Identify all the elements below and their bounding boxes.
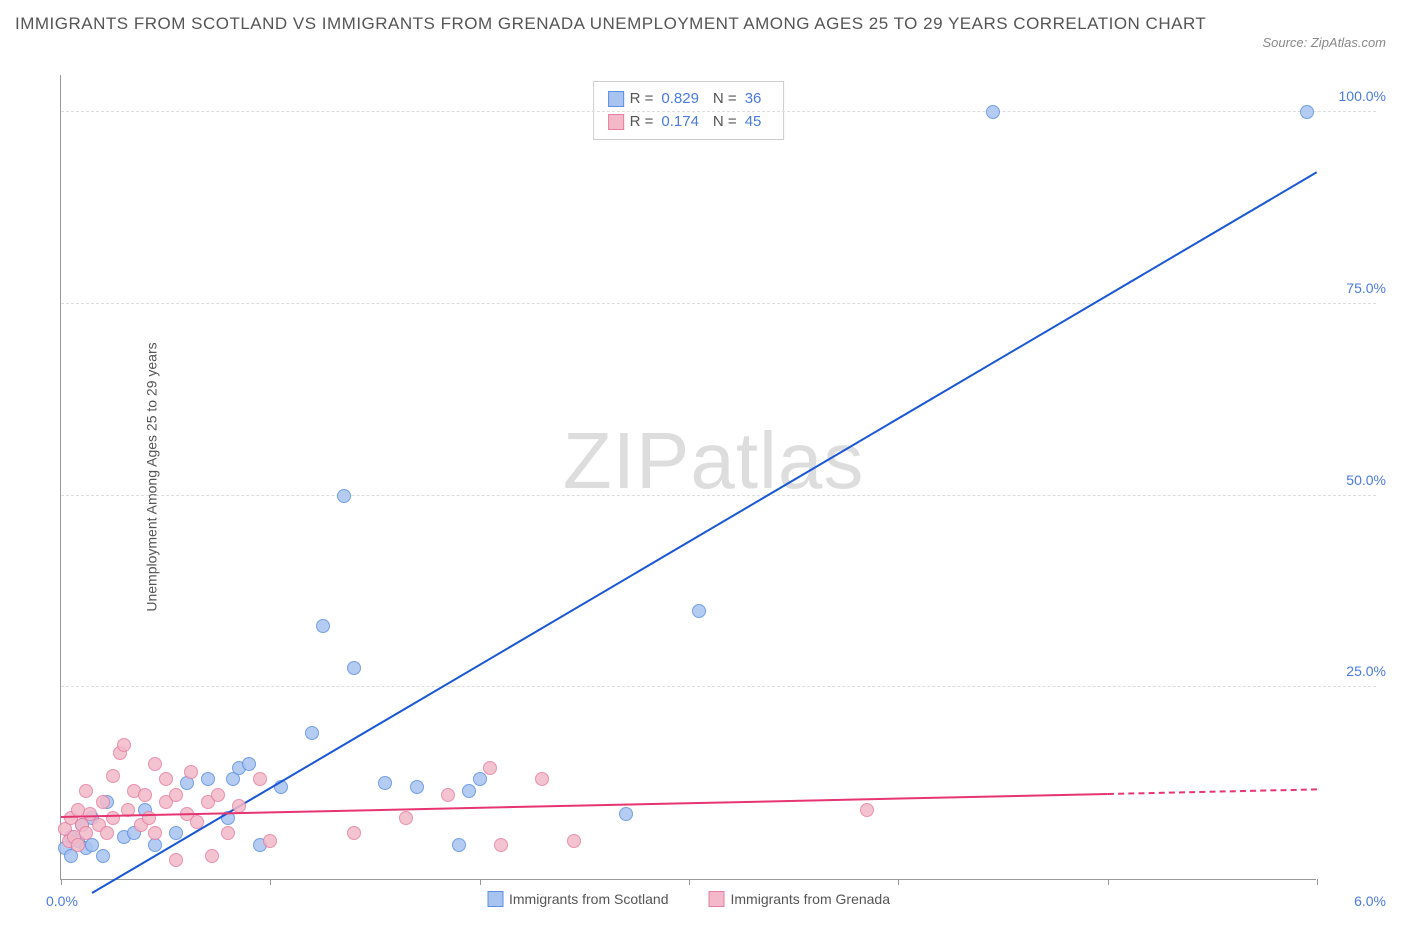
grid-line: [61, 686, 1376, 687]
x-axis-max-label: 6.0%: [1354, 893, 1386, 909]
data-point: [253, 772, 267, 786]
series-name-scotland: Immigrants from Scotland: [509, 891, 669, 907]
data-point: [142, 811, 156, 825]
data-point: [316, 619, 330, 633]
series-name-grenada: Immigrants from Grenada: [731, 891, 891, 907]
data-point: [221, 826, 235, 840]
data-point: [100, 826, 114, 840]
data-point: [337, 489, 351, 503]
data-point: [347, 826, 361, 840]
source-attribution: Source: ZipAtlas.com: [1262, 35, 1386, 50]
data-point: [79, 826, 93, 840]
x-tick: [1317, 879, 1318, 885]
legend-row-grenada: R = 0.174 N = 45: [608, 111, 770, 134]
n-value-scotland: 36: [745, 88, 762, 111]
data-point: [190, 815, 204, 829]
x-tick: [1108, 879, 1109, 885]
watermark-zip: ZIP: [563, 416, 690, 505]
grid-line: [61, 303, 1376, 304]
x-tick: [689, 879, 690, 885]
data-point: [452, 838, 466, 852]
data-point: [79, 784, 93, 798]
data-point: [494, 838, 508, 852]
x-tick: [480, 879, 481, 885]
data-point: [462, 784, 476, 798]
data-point: [117, 738, 131, 752]
swatch-scotland: [608, 91, 624, 107]
data-point: [410, 780, 424, 794]
data-point: [205, 849, 219, 863]
n-label: N =: [713, 88, 737, 111]
data-point: [148, 826, 162, 840]
trend-line-extension: [1108, 788, 1317, 795]
r-value-grenada: 0.174: [661, 111, 699, 134]
r-label: R =: [630, 111, 654, 134]
data-point: [106, 769, 120, 783]
grid-line: [61, 111, 1376, 112]
y-tick-label: 75.0%: [1326, 280, 1386, 296]
x-tick: [61, 879, 62, 885]
r-label: R =: [630, 88, 654, 111]
legend-item-scotland: Immigrants from Scotland: [487, 891, 669, 907]
x-tick: [270, 879, 271, 885]
n-value-grenada: 45: [745, 111, 762, 134]
y-tick-label: 50.0%: [1326, 472, 1386, 488]
data-point: [106, 811, 120, 825]
y-tick-label: 25.0%: [1326, 663, 1386, 679]
watermark: ZIPatlas: [563, 415, 864, 507]
y-tick-label: 100.0%: [1326, 88, 1386, 104]
data-point: [619, 807, 633, 821]
data-point: [242, 757, 256, 771]
swatch-scotland-bottom: [487, 891, 503, 907]
data-point: [305, 726, 319, 740]
data-point: [263, 834, 277, 848]
data-point: [483, 761, 497, 775]
data-point: [96, 795, 110, 809]
swatch-grenada: [608, 114, 624, 130]
data-point: [211, 788, 225, 802]
legend-item-grenada: Immigrants from Grenada: [709, 891, 891, 907]
scatter-plot-area: Unemployment Among Ages 25 to 29 years Z…: [60, 75, 1316, 880]
data-point: [535, 772, 549, 786]
x-tick: [898, 879, 899, 885]
data-point: [347, 661, 361, 675]
data-point: [567, 834, 581, 848]
data-point: [96, 849, 110, 863]
data-point: [71, 838, 85, 852]
data-point: [860, 803, 874, 817]
swatch-grenada-bottom: [709, 891, 725, 907]
data-point: [692, 604, 706, 618]
data-point: [378, 776, 392, 790]
data-point: [986, 105, 1000, 119]
data-point: [169, 853, 183, 867]
data-point: [184, 765, 198, 779]
series-legend: Immigrants from Scotland Immigrants from…: [487, 891, 890, 907]
data-point: [138, 788, 152, 802]
r-value-scotland: 0.829: [661, 88, 699, 111]
data-point: [159, 772, 173, 786]
n-label: N =: [713, 111, 737, 134]
x-axis-min-label: 0.0%: [46, 893, 78, 909]
grid-line: [61, 495, 1376, 496]
y-axis-title: Unemployment Among Ages 25 to 29 years: [144, 342, 160, 611]
data-point: [148, 757, 162, 771]
data-point: [169, 788, 183, 802]
data-point: [473, 772, 487, 786]
data-point: [1300, 105, 1314, 119]
trend-line: [92, 172, 1318, 894]
legend-row-scotland: R = 0.829 N = 36: [608, 88, 770, 111]
chart-title: IMMIGRANTS FROM SCOTLAND VS IMMIGRANTS F…: [15, 10, 1246, 37]
data-point: [201, 772, 215, 786]
data-point: [441, 788, 455, 802]
data-point: [399, 811, 413, 825]
watermark-atlas: atlas: [690, 416, 864, 505]
